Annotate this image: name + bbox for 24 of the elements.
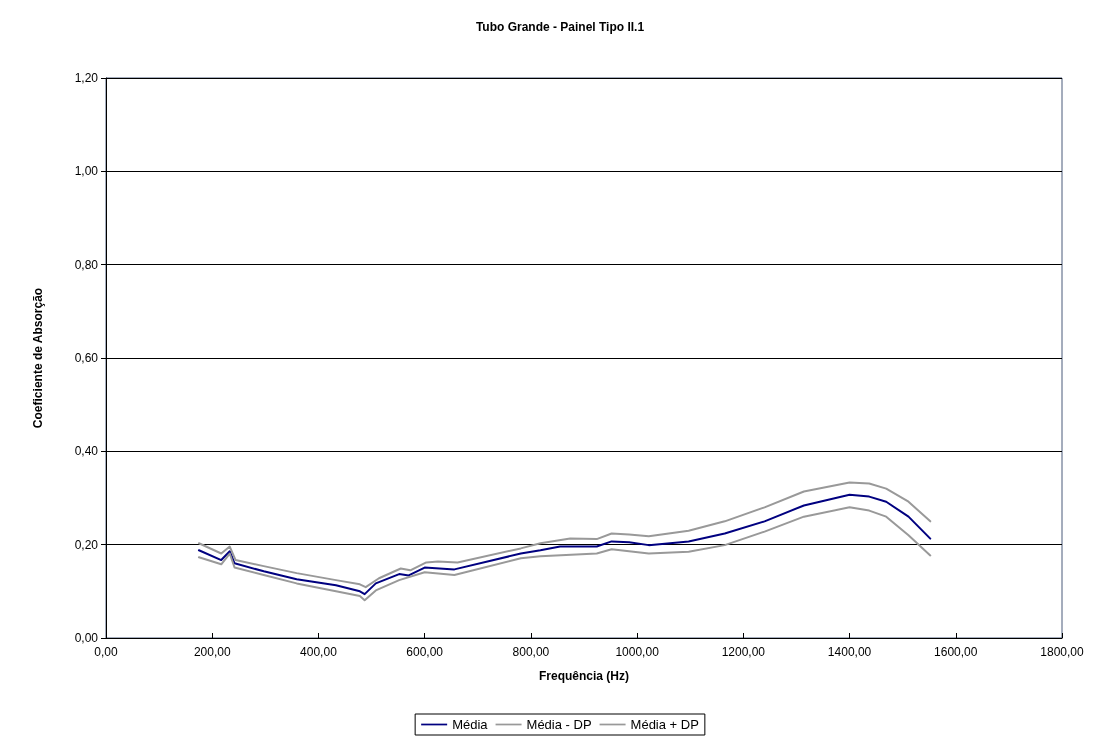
x-tick-label: 1800,00 — [1040, 645, 1085, 659]
x-tick-label: 1400,00 — [827, 645, 872, 659]
x-tick-label: 200,00 — [193, 645, 231, 659]
y-tick-label: 1,00 — [74, 164, 99, 179]
x-tick-label: 1000,00 — [615, 645, 660, 659]
y-tick-label: 0,00 — [74, 631, 99, 645]
legend-label: Média - DP — [526, 717, 592, 732]
y-axis-title: Coeficiente de Absorção — [31, 287, 45, 429]
chart-title: Tubo Grande - Painel Tipo II.1 — [475, 20, 645, 34]
x-axis-title: Frequência (Hz) — [538, 669, 630, 683]
legend-label: Média — [452, 717, 489, 732]
line-series — [197, 493, 932, 596]
y-tick-label: 0,40 — [74, 444, 99, 459]
x-tick-label: 1200,00 — [721, 645, 766, 659]
x-tick-label: 800,00 — [512, 645, 550, 659]
y-tick-label: 0,80 — [74, 257, 99, 272]
y-tick-label: 1,20 — [74, 71, 99, 85]
y-tick-label: 0,60 — [74, 351, 99, 365]
x-tick-label: 1600,00 — [934, 645, 978, 659]
y-tick-label: 0,20 — [74, 537, 99, 552]
x-tick-label: 0,00 — [94, 645, 118, 659]
x-tick-label: 400,00 — [300, 645, 338, 659]
x-tick-label: 600,00 — [406, 645, 444, 659]
legend-label: Média + DP — [630, 717, 699, 732]
